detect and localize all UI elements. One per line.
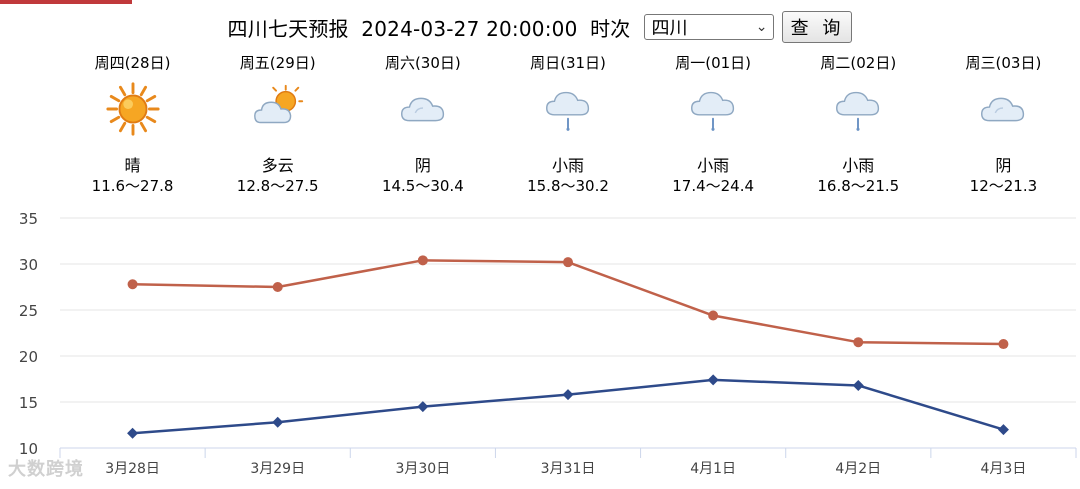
data-point [127,427,139,439]
day-label: 周四(28日) [94,54,171,72]
y-tick-label: 30 [19,256,38,274]
temp-range: 12.8～27.5 [236,177,319,195]
day-forecast: 周六(30日) 阴 14.5～30.4 [348,52,498,196]
day-forecast: 周五(29日) 多云 12.8～27.5 [203,52,353,196]
weather-text: 阴 [995,156,1012,175]
day-forecast: 周二(02日) 小雨 16.8～21.5 [783,52,933,196]
x-tick-label: 3月30日 [395,461,450,477]
day-label: 周三(03日) [965,54,1042,72]
data-point [417,401,429,413]
y-tick-label: 20 [19,348,38,366]
data-point [707,374,719,386]
data-point [417,255,428,266]
y-tick-label: 15 [19,394,38,412]
data-point [272,282,283,292]
forecast-header: 四川七天预报 2024-03-27 20:00:00 时次 四川 ⌄ 查 询 [0,10,1080,44]
rain-icon [829,74,887,142]
data-point [127,279,138,290]
day-forecast: 周三(03日) 阴 12～21.3 [928,52,1078,196]
weather-text: 多云 [261,156,294,175]
data-point [563,257,573,268]
temp-range: 11.6～27.8 [91,177,174,195]
rain-icon [684,74,742,142]
y-tick-label: 25 [19,302,38,320]
data-point [998,339,1009,350]
day-label: 周五(29日) [239,54,316,72]
data-point [853,337,864,348]
series-line [132,378,1004,435]
weather-text: 小雨 [551,156,584,175]
chevron-down-icon: ⌄ [755,19,768,35]
x-tick-label: 4月1日 [690,461,736,477]
title-batch-label: 时次 [590,16,631,41]
temp-range: 15.8～30.2 [527,177,609,195]
province-select[interactable]: 四川 ⌄ [644,14,775,40]
top-accent-bar [0,0,132,4]
partly-cloudy-icon [249,74,307,142]
page-title: 四川七天预报 2024-03-27 20:00:00 时次 [228,13,637,42]
weather-text: 晴 [124,156,141,175]
daily-forecast-strip: 周四(28日) 晴 11.6～27.8 周五(29日) 多云 12.8～27.5… [0,52,1080,202]
weather-text: 阴 [414,156,431,175]
rain-icon [539,74,597,142]
data-point [852,379,864,391]
watermark-logo: 大数跨境 [8,459,84,480]
y-tick-label: 35 [19,210,38,228]
temperature-line-chart: 10 15 20 25 30 35 3月28日 3月29日 3月30日 3月31日 4月1日 4月2日… [19,210,1077,477]
day-forecast: 周四(28日) 晴 11.6～27.8 [58,52,208,196]
sun-icon [104,74,162,142]
title-text: 七天预报 [267,16,349,41]
data-point [997,424,1009,436]
data-point [708,310,719,321]
title-datetime: 2024-03-27 20:00:00 [361,16,578,41]
data-point [562,389,574,401]
series-line [132,259,1004,346]
x-tick-label: 4月2日 [835,461,881,477]
x-tick-label: 4月3日 [981,461,1027,477]
cloud-icon [394,74,452,142]
title-region: 四川 [227,16,268,41]
province-select-value: 四川 [651,18,688,39]
y-tick-label: 10 [19,440,38,458]
day-forecast: 周日(31日) 小雨 15.8～30.2 [493,52,643,196]
temp-range: 14.5～30.4 [381,177,464,195]
day-label: 周六(30日) [384,54,461,72]
query-button[interactable]: 查 询 [782,11,853,43]
day-label: 周日(31日) [530,54,606,72]
x-tick-label: 3月29日 [250,461,305,477]
data-point [272,416,284,428]
day-label: 周一(01日) [675,54,752,72]
temp-range: 12～21.3 [969,177,1038,195]
x-tick-label: 3月28日 [105,461,160,477]
cloud-icon [974,74,1032,142]
temp-range: 17.4～24.4 [672,177,755,195]
weather-text: 小雨 [842,156,875,175]
day-forecast: 周一(01日) 小雨 17.4～24.4 [638,52,788,196]
weather-text: 小雨 [697,156,730,175]
day-label: 周二(02日) [820,54,897,72]
x-tick-label: 3月31日 [541,461,596,477]
temp-range: 16.8～21.5 [817,177,900,195]
